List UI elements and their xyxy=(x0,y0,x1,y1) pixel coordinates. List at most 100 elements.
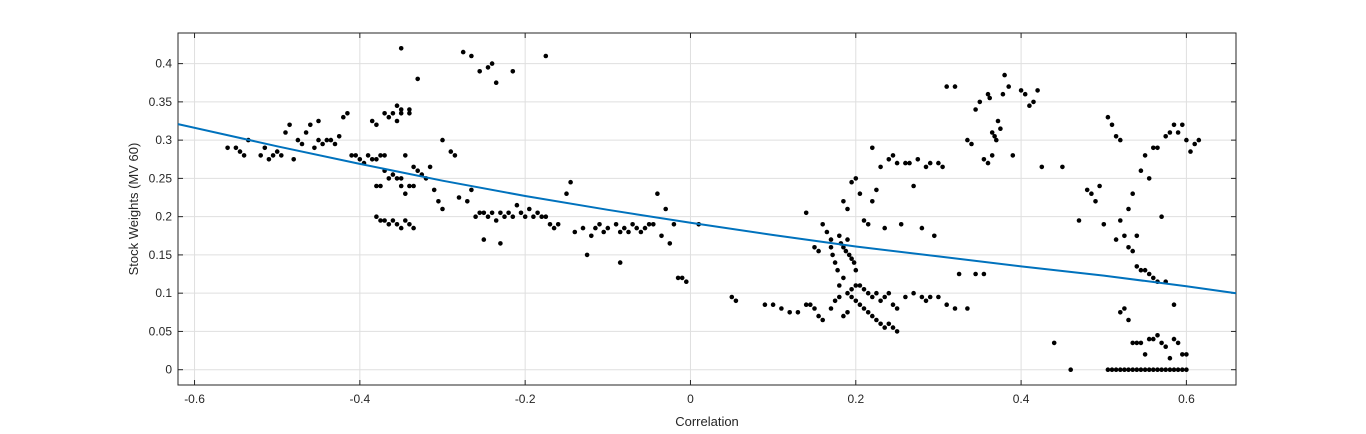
data-point xyxy=(617,229,623,235)
data-point xyxy=(927,294,933,300)
data-point xyxy=(440,137,445,143)
data-point xyxy=(1184,137,1189,143)
data-point xyxy=(882,225,887,231)
data-point xyxy=(580,225,586,231)
data-point xyxy=(1010,153,1016,158)
data-point xyxy=(1146,336,1152,342)
data-point xyxy=(407,183,412,189)
data-point xyxy=(886,321,892,327)
data-point xyxy=(1134,367,1140,373)
data-point xyxy=(1167,355,1173,361)
data-point xyxy=(287,122,292,128)
x-axis-label: Correlation xyxy=(675,414,739,429)
data-point xyxy=(622,225,627,231)
data-point xyxy=(398,46,404,51)
data-point xyxy=(1146,271,1152,277)
data-point xyxy=(816,313,821,319)
data-point xyxy=(1142,367,1148,373)
data-point xyxy=(890,153,896,158)
data-point xyxy=(987,95,992,101)
data-point xyxy=(1113,237,1119,242)
data-point xyxy=(485,214,491,219)
data-point xyxy=(837,233,842,239)
data-point xyxy=(655,191,660,196)
data-point xyxy=(436,199,441,204)
data-point xyxy=(283,130,288,135)
data-point xyxy=(927,160,933,166)
data-point xyxy=(861,306,867,311)
data-point xyxy=(1142,267,1148,273)
y-tick-label: 0.1 xyxy=(155,286,172,300)
data-point xyxy=(853,176,859,181)
data-point xyxy=(952,306,958,311)
data-point xyxy=(729,294,735,300)
data-point xyxy=(390,218,396,223)
data-point xyxy=(1118,137,1123,143)
data-point xyxy=(324,137,330,143)
data-point xyxy=(489,210,495,216)
data-point xyxy=(593,225,598,231)
data-point xyxy=(353,153,359,158)
data-point xyxy=(956,271,962,277)
data-point xyxy=(572,229,578,235)
data-point xyxy=(911,183,916,189)
data-point xyxy=(1002,72,1007,78)
data-point xyxy=(865,310,871,315)
data-point xyxy=(369,118,375,124)
data-point xyxy=(841,245,846,250)
data-point xyxy=(493,80,499,85)
data-point xyxy=(965,306,970,311)
data-point xyxy=(1155,367,1160,373)
data-point xyxy=(865,222,871,227)
data-point xyxy=(1138,168,1144,173)
data-point xyxy=(1167,367,1173,373)
data-point xyxy=(803,210,809,216)
data-point xyxy=(407,111,412,116)
data-point xyxy=(940,164,945,170)
data-point xyxy=(1113,134,1119,139)
data-point xyxy=(646,222,652,227)
data-point xyxy=(303,130,309,135)
data-point xyxy=(634,225,639,231)
data-point xyxy=(1068,367,1073,373)
data-point xyxy=(841,275,846,281)
data-point xyxy=(977,99,983,105)
data-point xyxy=(915,157,921,162)
data-point xyxy=(270,153,276,158)
data-point xyxy=(1175,367,1181,373)
data-point xyxy=(1159,367,1164,373)
data-point xyxy=(824,229,830,235)
data-point xyxy=(477,69,483,74)
data-point xyxy=(671,222,677,227)
data-point xyxy=(1155,145,1160,151)
data-point xyxy=(1134,264,1140,269)
data-point xyxy=(1022,91,1028,97)
data-point xyxy=(555,222,561,227)
data-point xyxy=(663,206,668,212)
data-point xyxy=(374,183,379,189)
data-point xyxy=(1018,88,1024,93)
data-point xyxy=(427,164,433,170)
data-point xyxy=(1142,352,1148,357)
data-point xyxy=(1151,275,1156,281)
data-point xyxy=(477,210,483,216)
data-point xyxy=(985,160,991,166)
data-point xyxy=(407,107,412,112)
data-point xyxy=(679,275,685,281)
data-point xyxy=(1196,137,1202,143)
data-point xyxy=(874,290,879,296)
data-point xyxy=(626,229,631,235)
data-point xyxy=(369,157,375,162)
data-point xyxy=(407,222,412,227)
data-point xyxy=(415,168,421,173)
data-point xyxy=(651,222,656,227)
data-point xyxy=(440,206,445,212)
data-point xyxy=(1159,340,1164,346)
data-point xyxy=(398,176,404,181)
data-point xyxy=(936,160,941,166)
data-point xyxy=(274,149,280,154)
data-point xyxy=(973,107,978,112)
data-point xyxy=(911,290,916,296)
x-tick-label: -0.4 xyxy=(350,392,371,406)
data-point xyxy=(1180,122,1185,128)
